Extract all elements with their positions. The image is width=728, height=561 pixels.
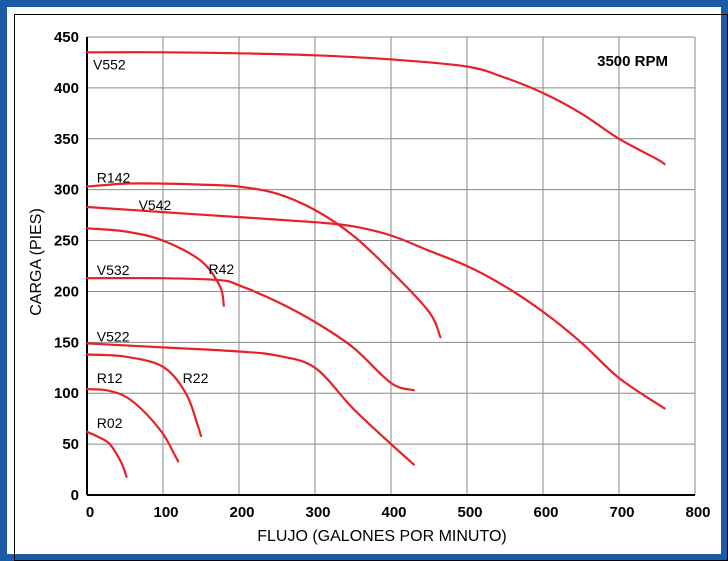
- x-tick-label: 500: [457, 504, 482, 521]
- series-label-r142: R142: [97, 170, 131, 186]
- series-line-v532: [85, 276, 415, 392]
- rpm-annotation: 3500 RPM: [597, 53, 668, 70]
- y-tick-label: 0: [71, 487, 79, 504]
- x-tick-label: 400: [381, 504, 406, 521]
- y-tick-label: 250: [54, 233, 79, 250]
- x-tick-label: 300: [305, 504, 330, 521]
- series-label-r42: R42: [209, 261, 235, 277]
- series-label-v532: V532: [97, 262, 130, 278]
- series-line-r142: [85, 182, 442, 339]
- series-label-r02: R02: [97, 415, 123, 431]
- series-line-r22: [85, 353, 203, 438]
- series-line-r12: [85, 388, 180, 463]
- y-tick-label: 300: [54, 182, 79, 199]
- x-tick-label: 600: [533, 504, 558, 521]
- series-label-r12: R12: [97, 370, 123, 386]
- axes: 0 50 100 150 200 250 300 350 400 450 0 100 200 300 400…: [54, 29, 711, 521]
- series-line-r42: [85, 227, 225, 307]
- series-label-r22: R22: [183, 370, 209, 386]
- series-line-v552: [85, 51, 666, 166]
- series-label-v522: V522: [97, 328, 130, 344]
- x-tick-label: 0: [86, 504, 94, 521]
- series-line-v542: [85, 205, 666, 410]
- series-label-v542: V542: [139, 197, 172, 213]
- x-tick-label: 700: [609, 504, 634, 521]
- series-label-v552: V552: [93, 57, 126, 73]
- series-line-v522: [85, 342, 415, 466]
- series-line-r02: [85, 430, 128, 478]
- y-axis-title: CARGA (PIES): [28, 208, 45, 316]
- x-tick-label: 800: [685, 504, 710, 521]
- y-tick-label: 100: [54, 385, 79, 402]
- series-layer: [85, 51, 666, 478]
- y-tick-label: 150: [54, 334, 79, 351]
- y-tick-label: 400: [54, 80, 79, 97]
- grid: [87, 36, 696, 495]
- y-tick-label: 200: [54, 283, 79, 300]
- x-axis-title: FLUJO (GALONES POR MINUTO): [257, 528, 507, 545]
- y-tick-label: 350: [54, 131, 79, 148]
- x-tick-label: 100: [153, 504, 178, 521]
- x-tick-label: 200: [229, 504, 254, 521]
- y-tick-label: 450: [54, 29, 79, 46]
- y-tick-label: 50: [62, 436, 79, 453]
- series-labels: V552 R142 V542 R42 V532 V522 R22 R12 R02: [93, 57, 234, 431]
